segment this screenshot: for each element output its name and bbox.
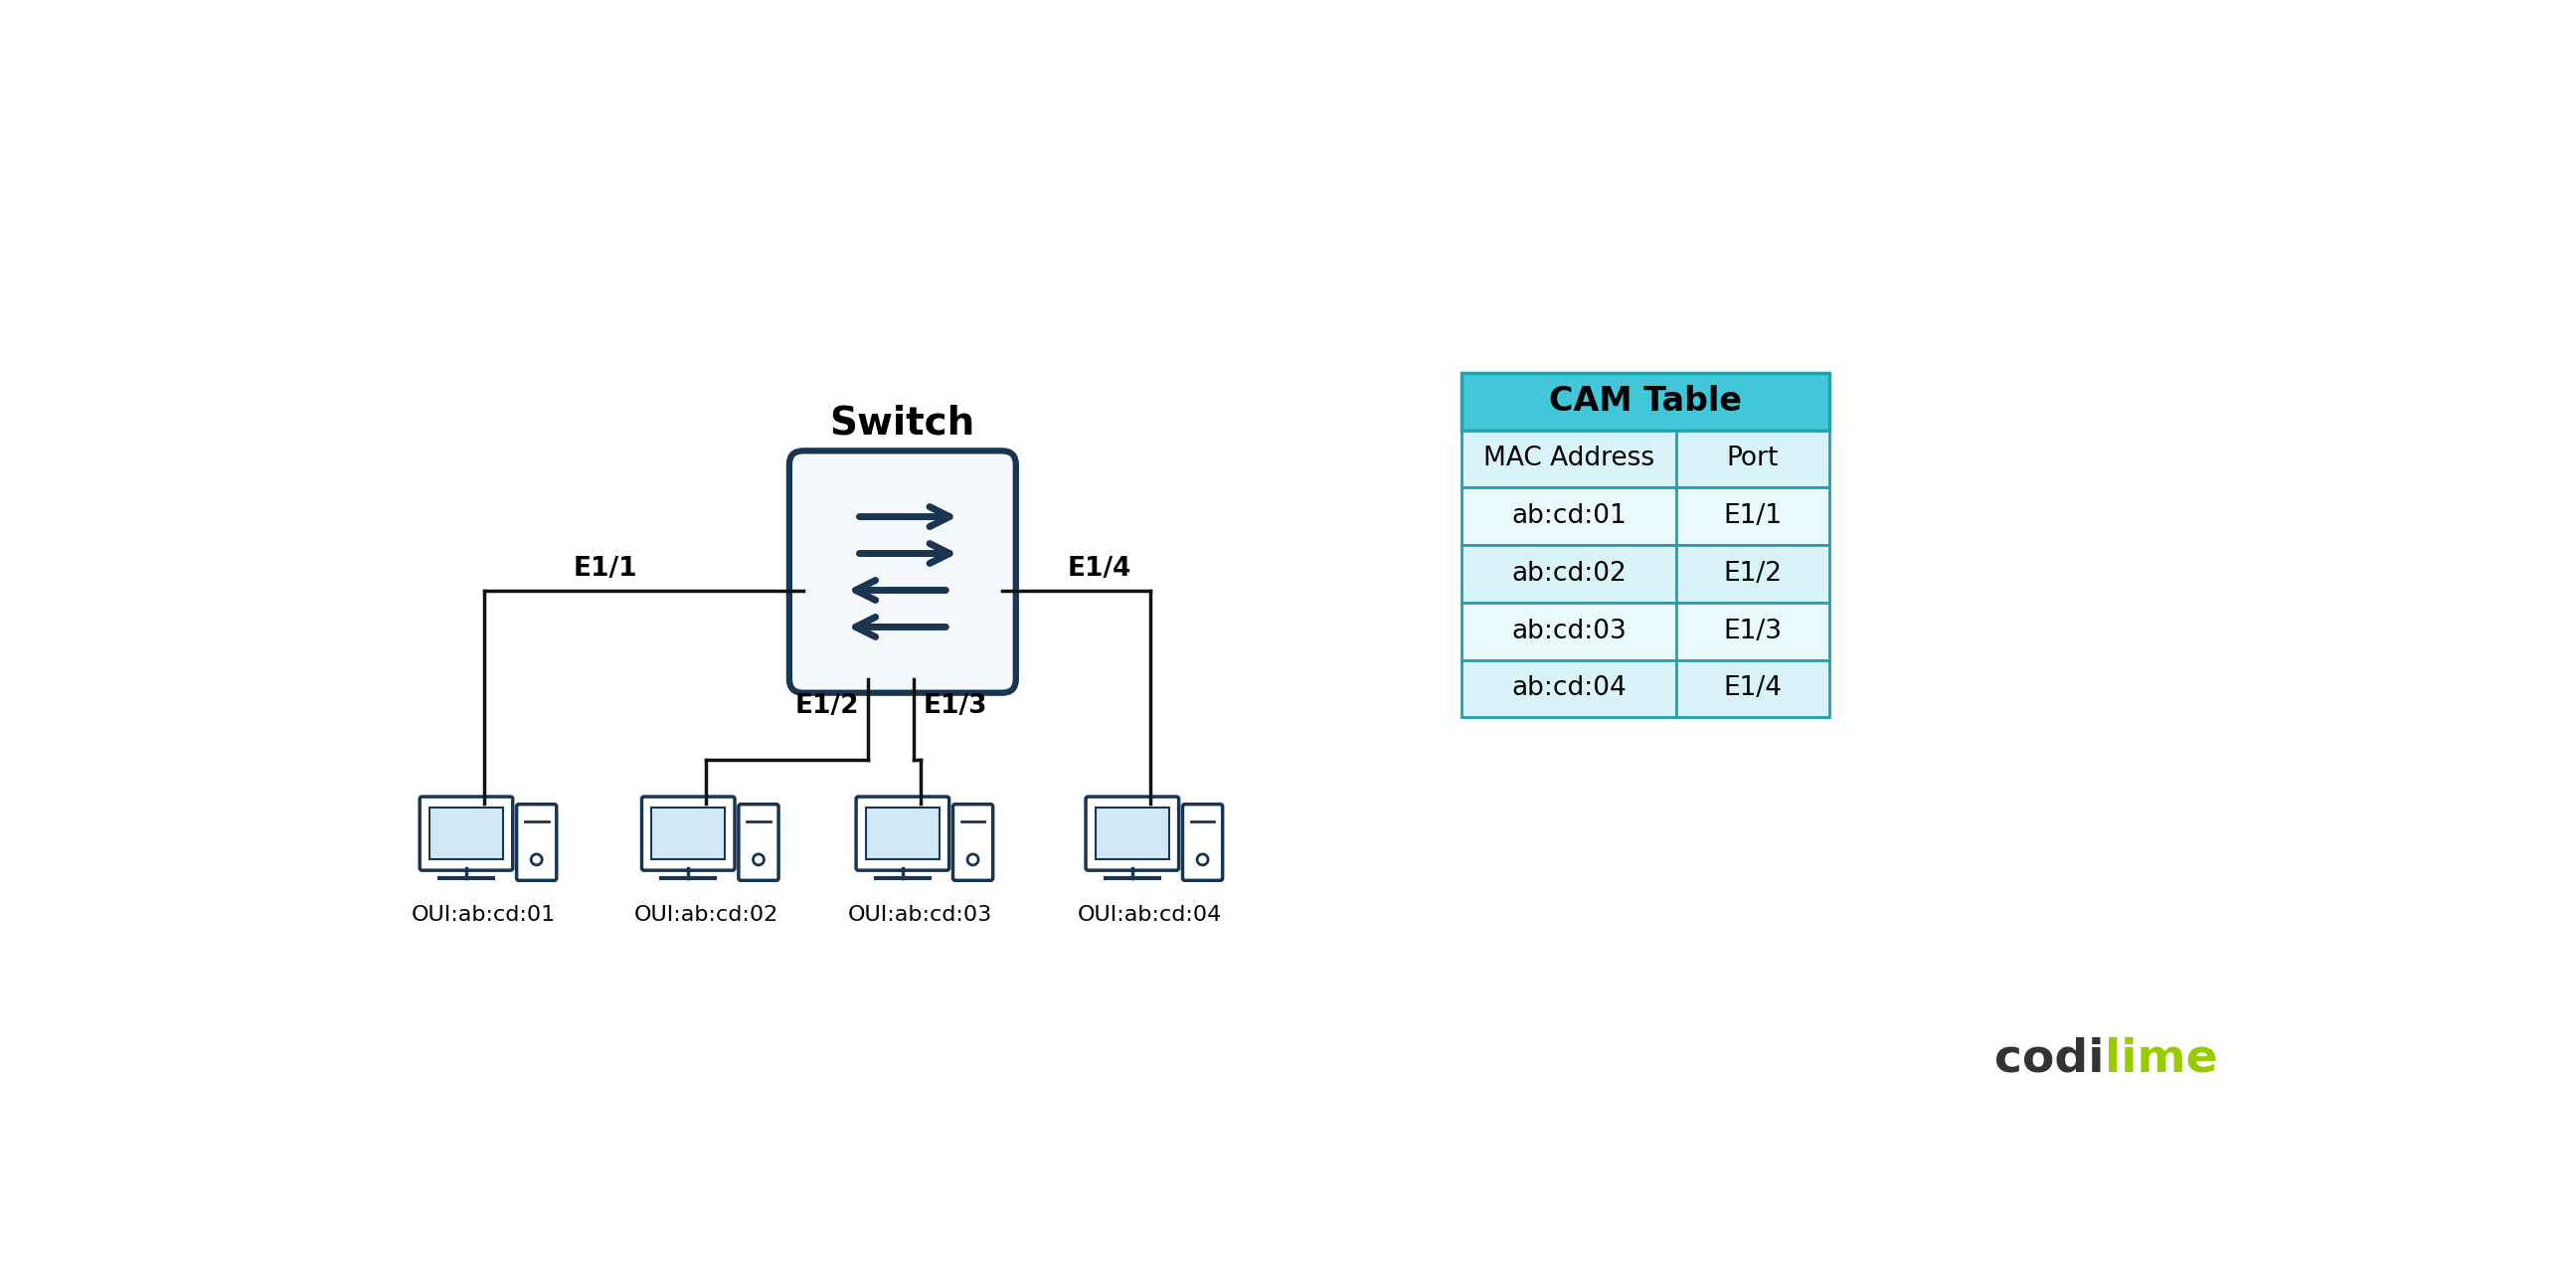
Bar [1461, 487, 1829, 545]
FancyBboxPatch shape [641, 796, 734, 871]
Text: ab:cd:02: ab:cd:02 [1512, 560, 1625, 587]
Bar [1461, 660, 1829, 717]
FancyBboxPatch shape [518, 804, 556, 881]
FancyBboxPatch shape [866, 808, 940, 859]
FancyBboxPatch shape [1182, 804, 1224, 881]
Text: E1/4: E1/4 [1066, 557, 1131, 582]
Text: E1/3: E1/3 [922, 693, 987, 718]
Text: OUI:ab:cd:01: OUI:ab:cd:01 [412, 905, 556, 925]
Bar [1461, 372, 1829, 430]
Text: Port: Port [1726, 445, 1777, 472]
FancyBboxPatch shape [1095, 808, 1170, 859]
Text: ab:cd:04: ab:cd:04 [1512, 675, 1625, 702]
Bar [1461, 602, 1829, 660]
Text: CAM Table: CAM Table [1548, 385, 1741, 418]
Text: E1/1: E1/1 [572, 557, 636, 582]
Text: E1/3: E1/3 [1723, 618, 1783, 644]
FancyBboxPatch shape [739, 804, 778, 881]
FancyBboxPatch shape [430, 808, 502, 859]
Text: ab:cd:03: ab:cd:03 [1512, 618, 1625, 644]
Text: Switch: Switch [829, 404, 976, 442]
Text: OUI:ab:cd:02: OUI:ab:cd:02 [634, 905, 778, 925]
FancyBboxPatch shape [652, 808, 724, 859]
Text: OUI:ab:cd:04: OUI:ab:cd:04 [1077, 905, 1221, 925]
Text: codi: codi [1994, 1036, 2105, 1082]
Text: E1/4: E1/4 [1723, 675, 1783, 702]
Text: MAC Address: MAC Address [1484, 445, 1654, 472]
Text: lime: lime [2105, 1036, 2218, 1082]
FancyBboxPatch shape [1084, 796, 1180, 871]
Text: E1/1: E1/1 [1723, 504, 1783, 529]
Text: ab:cd:01: ab:cd:01 [1512, 504, 1625, 529]
FancyBboxPatch shape [855, 796, 948, 871]
Bar [1461, 545, 1829, 602]
Bar [1461, 430, 1829, 487]
Text: E1/2: E1/2 [1723, 560, 1783, 587]
FancyBboxPatch shape [788, 451, 1015, 693]
Text: E1/2: E1/2 [796, 693, 858, 718]
FancyBboxPatch shape [953, 804, 992, 881]
FancyBboxPatch shape [420, 796, 513, 871]
Text: OUI:ab:cd:03: OUI:ab:cd:03 [848, 905, 992, 925]
